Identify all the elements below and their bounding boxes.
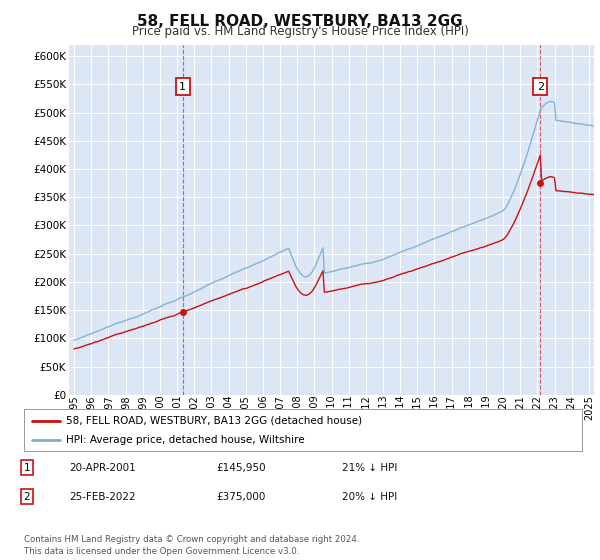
Text: 1: 1 <box>179 82 187 92</box>
Text: HPI: Average price, detached house, Wiltshire: HPI: Average price, detached house, Wilt… <box>66 435 304 445</box>
Text: £375,000: £375,000 <box>216 492 265 502</box>
Text: 58, FELL ROAD, WESTBURY, BA13 2GG (detached house): 58, FELL ROAD, WESTBURY, BA13 2GG (detac… <box>66 416 362 426</box>
Text: 2: 2 <box>536 82 544 92</box>
Text: Price paid vs. HM Land Registry's House Price Index (HPI): Price paid vs. HM Land Registry's House … <box>131 25 469 38</box>
Text: 1: 1 <box>23 463 31 473</box>
Text: 20% ↓ HPI: 20% ↓ HPI <box>342 492 397 502</box>
Text: 20-APR-2001: 20-APR-2001 <box>69 463 136 473</box>
Text: 2: 2 <box>23 492 31 502</box>
Text: 21% ↓ HPI: 21% ↓ HPI <box>342 463 397 473</box>
Text: £145,950: £145,950 <box>216 463 266 473</box>
Text: 25-FEB-2022: 25-FEB-2022 <box>69 492 136 502</box>
Text: Contains HM Land Registry data © Crown copyright and database right 2024.
This d: Contains HM Land Registry data © Crown c… <box>24 535 359 556</box>
Text: 58, FELL ROAD, WESTBURY, BA13 2GG: 58, FELL ROAD, WESTBURY, BA13 2GG <box>137 14 463 29</box>
